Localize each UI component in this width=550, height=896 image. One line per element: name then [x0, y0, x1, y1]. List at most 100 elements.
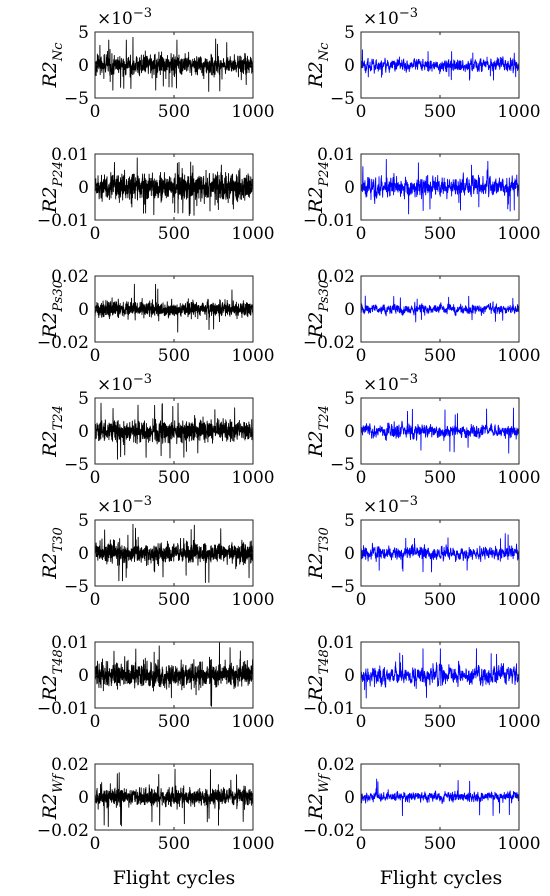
y-tick-label: 0	[78, 56, 89, 76]
x-tick-label: 0	[90, 346, 101, 366]
y-axis-label-subscript: P24	[51, 161, 66, 187]
y-tick-label: 0	[344, 56, 355, 76]
y-tick-label: 0	[78, 666, 89, 686]
y-tick-label: −0.02	[37, 821, 89, 841]
y-axis-label-t48-left: R2T48	[39, 649, 66, 702]
y-axis-label-main: R2	[39, 552, 61, 579]
x-tick-label: 1000	[231, 590, 274, 610]
x-tick-label: 500	[424, 590, 456, 610]
y-axis-label-t24-right: R2T24	[305, 405, 332, 458]
y-axis-label-wf-right: R2Wf	[305, 773, 332, 821]
y-tick-label: 0.02	[317, 755, 355, 775]
y-axis-label-subscript: Ps30	[317, 280, 332, 313]
y-tick-label: −5	[64, 89, 89, 109]
series-line-nc-right	[360, 49, 520, 81]
x-tick-label: 500	[158, 346, 190, 366]
y-axis-label-subscript: T24	[51, 405, 66, 430]
y-tick-label: 0	[78, 788, 89, 808]
y-tick-label: 5	[344, 389, 355, 409]
x-tick-label: 1000	[231, 224, 274, 244]
y-tick-label: 0	[344, 788, 355, 808]
x-tick-label: 500	[158, 712, 190, 732]
x-tick-label: 0	[90, 468, 101, 488]
y-axis-label-subscript: P24	[317, 161, 332, 187]
x-tick-label: 500	[158, 224, 190, 244]
x-tick-label: 1000	[231, 468, 274, 488]
y-tick-label: 0	[344, 544, 355, 564]
x-tick-label: 0	[356, 590, 367, 610]
series-line-t30-right	[360, 533, 520, 573]
x-tick-label: 1000	[497, 712, 540, 732]
y-axis-label-subscript: T48	[317, 649, 332, 674]
y-tick-label: −0.01	[303, 699, 355, 719]
y-axis-label-ps30-left: R2Ps30	[39, 280, 66, 339]
y-axis-label-p24-right: R2P24	[305, 161, 332, 214]
x-tick-label: 0	[90, 590, 101, 610]
y-tick-label: 0	[78, 422, 89, 442]
x-tick-label: 0	[90, 224, 101, 244]
y-axis-label-main: R2	[39, 186, 61, 213]
y-axis-label-subscript: Ps30	[51, 280, 66, 313]
y-tick-label: 0.02	[51, 755, 89, 775]
y-tick-label: −5	[64, 455, 89, 475]
y-tick-label: 0.01	[317, 145, 355, 165]
x-tick-label: 0	[356, 224, 367, 244]
y-axis-label-main: R2	[305, 674, 327, 701]
x-tick-label: 500	[424, 102, 456, 122]
y-axis-label-subscript: T24	[317, 405, 332, 430]
x-tick-label: 500	[158, 468, 190, 488]
x-tick-label: 0	[356, 346, 367, 366]
y-tick-label: 0	[78, 544, 89, 564]
y-axis-label-subscript: Nc	[51, 42, 66, 62]
y-tick-label: −5	[330, 577, 355, 597]
y-tick-label: −0.02	[303, 821, 355, 841]
exponent-label-t24-right: ×10−3	[363, 372, 418, 395]
y-axis-label-t30-right: R2T30	[305, 527, 332, 580]
y-axis-label-main: R2	[305, 61, 327, 88]
y-axis-label-p24-left: R2P24	[39, 161, 66, 214]
y-tick-label: −0.01	[37, 211, 89, 231]
y-axis-label-main: R2	[305, 312, 327, 339]
y-axis-label-subscript: Nc	[317, 42, 332, 62]
y-axis-label-subscript: Wf	[317, 773, 332, 793]
y-axis-label-t48-right: R2T48	[305, 649, 332, 702]
y-axis-label-nc-left: R2Nc	[39, 42, 66, 89]
series-line-wf-left	[94, 768, 254, 827]
series-line-t48-right	[360, 648, 520, 699]
x-tick-label: 1000	[231, 834, 274, 854]
exponent-power: −3	[399, 494, 418, 509]
x-tick-label: 500	[424, 346, 456, 366]
y-tick-label: 0	[344, 300, 355, 320]
y-tick-label: −0.02	[37, 333, 89, 353]
x-tick-label: 500	[158, 834, 190, 854]
y-tick-label: 5	[78, 389, 89, 409]
exponent-label-t24-left: ×10−3	[97, 372, 152, 395]
y-tick-label: 5	[344, 23, 355, 43]
series-line-t24-right	[360, 407, 520, 454]
y-tick-label: 0.02	[51, 267, 89, 287]
x-tick-label: 500	[424, 712, 456, 732]
exponent-power: −3	[133, 372, 152, 387]
x-tick-label: 1000	[497, 346, 540, 366]
y-axis-label-t24-left: R2T24	[39, 405, 66, 458]
x-tick-label: 1000	[231, 346, 274, 366]
y-axis-label-main: R2	[39, 61, 61, 88]
y-tick-label: 0	[78, 300, 89, 320]
y-tick-label: 0.02	[317, 267, 355, 287]
x-tick-label: 0	[90, 102, 101, 122]
y-axis-label-nc-right: R2Nc	[305, 42, 332, 89]
x-tick-label: 500	[424, 224, 456, 244]
x-tick-label: 500	[424, 468, 456, 488]
y-axis-label-subscript: T30	[317, 527, 332, 552]
y-axis-label-main: R2	[305, 430, 327, 457]
series-line-t24-left	[94, 402, 254, 460]
y-axis-label-main: R2	[39, 793, 61, 820]
